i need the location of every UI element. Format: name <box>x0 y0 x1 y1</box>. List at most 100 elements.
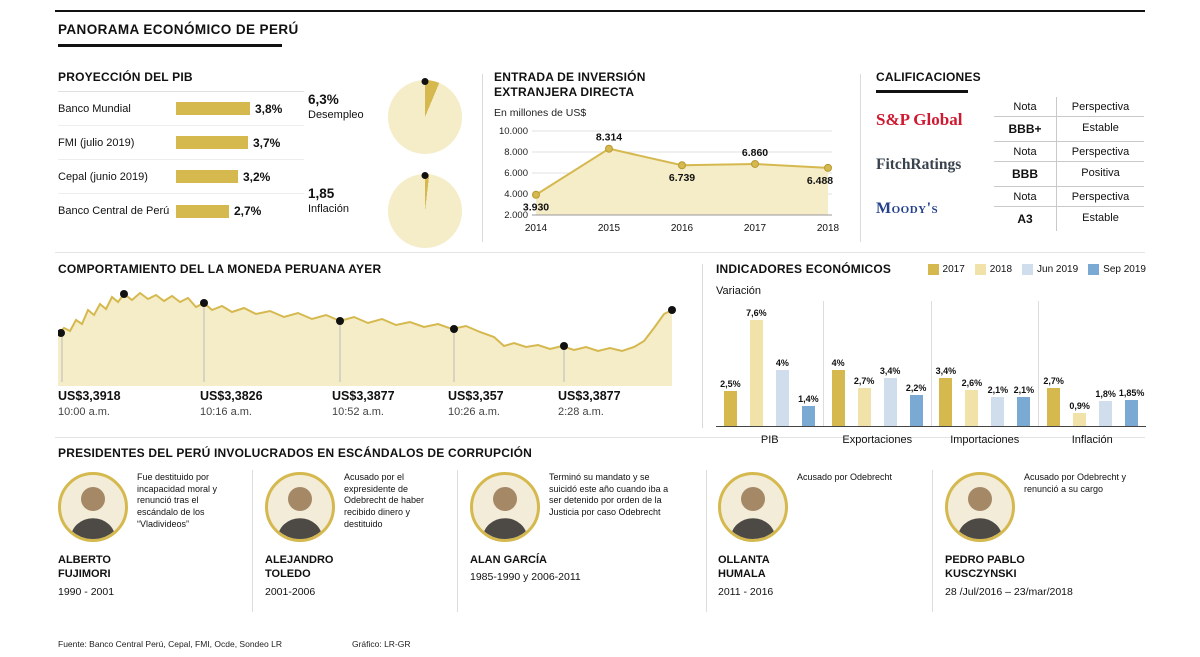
divider-vertical <box>457 470 458 612</box>
bar-wrap: 4% <box>827 358 849 426</box>
currency-value: US$3,357 <box>448 389 504 403</box>
footer: Fuente: Banco Central Perú, Cepal, FMI, … <box>58 639 411 649</box>
currency-time: 10:00 a.m. <box>58 406 110 418</box>
fdi-subtitle: En millones de US$ <box>494 107 587 119</box>
pib-bar <box>176 170 238 183</box>
bar-value-label: 2,2% <box>905 383 927 393</box>
rating-grid: Nota Perspectiva BBB Positiva <box>994 142 1146 187</box>
president-photo <box>58 472 128 542</box>
president-photo <box>718 472 788 542</box>
title-underline <box>58 44 282 47</box>
bar <box>1073 413 1087 426</box>
legend-label: 2017 <box>942 263 965 275</box>
bar <box>965 390 979 426</box>
fdi-point-label: 8.314 <box>596 132 622 144</box>
divider-horizontal <box>55 437 1145 438</box>
president-card: Fue destituido por incapacidad moral y r… <box>58 472 243 598</box>
bar-wrap: 2,1% <box>1013 385 1035 426</box>
currency-time: 2:28 a.m. <box>558 406 604 418</box>
rating-grid: Nota Perspectiva A3 Estable <box>994 187 1146 231</box>
president-row: Acusado por Odebrecht <box>718 472 918 542</box>
legend-item: Jun 2019 <box>1022 263 1078 275</box>
pib-bar <box>176 136 248 149</box>
legend-label: 2018 <box>989 263 1013 275</box>
ratings-title: CALIFICACIONES <box>876 70 981 84</box>
person-icon <box>730 487 776 539</box>
bar <box>857 388 871 426</box>
pie-marker-dot <box>421 172 429 179</box>
fdi-section: ENTRADA DE INVERSIÓN EXTRANJERA DIRECTA … <box>494 70 854 237</box>
currency-time: 10:16 a.m. <box>200 406 252 418</box>
bar-wrap: 3,4% <box>879 366 901 426</box>
inflation-gauge: 1,85 Inflación <box>308 172 470 248</box>
president-name: ALBERTO FUJIMORI <box>58 554 111 581</box>
pib-value: 3,2% <box>243 169 271 184</box>
divider-vertical <box>482 74 483 242</box>
bar-value-label: 3,4% <box>935 366 957 376</box>
president-period: 2011 - 2016 <box>718 585 774 598</box>
bar <box>909 395 923 426</box>
perspectiva-value: Estable <box>1056 207 1144 231</box>
pib-source-label: Banco Central de Perú <box>58 205 170 217</box>
graphic-credit: Gráfico: LR-GR <box>351 639 411 649</box>
bar <box>1047 388 1061 426</box>
ratings-table: S&P Global Nota Perspectiva BBB+ Estable… <box>876 97 1146 231</box>
currency-value: US$3,3826 <box>200 389 263 403</box>
perspectiva-header: Perspectiva <box>1056 187 1144 207</box>
fdi-title-line2: EXTRANJERA DIRECTA <box>494 85 635 99</box>
currency-label: US$3,3918 10:00 a.m. <box>58 389 121 418</box>
person-icon <box>482 487 528 539</box>
fdi-point <box>751 159 759 168</box>
currency-point-dot <box>668 306 676 314</box>
president-card: Terminó su mandato y se suicidó este año… <box>470 472 698 583</box>
y-tick-label: 6.000 <box>504 168 528 179</box>
fdi-point <box>605 144 613 153</box>
presidents-title: PRESIDENTES DEL PERÚ INVOLUCRADOS EN ESC… <box>58 446 533 460</box>
fdi-year-label: 2018 <box>817 223 840 234</box>
legend-swatch <box>1088 263 1100 275</box>
president-card: Acusado por Odebrecht y renunció a su ca… <box>945 472 1146 598</box>
bar <box>1017 397 1031 426</box>
category-label: Exportaciones <box>842 434 913 446</box>
unemployment-pie <box>388 78 462 154</box>
y-tick-label: 10.000 <box>499 126 528 137</box>
currency-area <box>58 293 672 386</box>
gauge-label: Desempleo <box>308 109 364 121</box>
bar-value-label: 4% <box>775 358 789 368</box>
category-label: Importaciones <box>950 434 1020 446</box>
bar-wrap: 2,6% <box>961 378 983 426</box>
fdi-point-label: 6.739 <box>669 172 695 184</box>
bar-wrap: 4% <box>771 358 793 426</box>
indicators-legend: 2017 2018 Jun 2019 Sep 2019 <box>927 263 1146 275</box>
perspectiva-header: Perspectiva <box>1056 142 1144 162</box>
pib-value: 3,7% <box>253 135 281 150</box>
legend-item: 2017 <box>927 263 965 275</box>
president-note: Fue destituido por incapacidad moral y r… <box>137 472 218 529</box>
president-note: Acusado por Odebrecht y renunció a su ca… <box>1024 472 1127 494</box>
president-row: Acusado por Odebrecht y renunció a su ca… <box>945 472 1146 542</box>
variation-label: Variación <box>716 285 762 297</box>
nota-value: A3 <box>1017 212 1033 226</box>
bar-group-inflacion: 2,7% 0,9% 1,8% 1,85% <box>1039 301 1146 426</box>
fdi-title: ENTRADA DE INVERSIÓN EXTRANJERA DIRECTA <box>494 70 854 100</box>
pib-source-label: FMI (julio 2019) <box>58 136 135 149</box>
bar <box>831 370 845 426</box>
perspectiva-value: Estable <box>1056 117 1144 142</box>
indicators-section: INDICADORES ECONÓMICOS 2017 2018 Jun 201… <box>716 262 1146 446</box>
pib-row: FMI (julio 2019) 3,7% <box>58 126 304 160</box>
bar-wrap: 1,4% <box>797 394 819 426</box>
bar <box>991 397 1005 426</box>
pib-projection-title: PROYECCIÓN DEL PIB <box>58 70 304 92</box>
fdi-point-label: 3.930 <box>523 202 549 214</box>
page-title: PANORAMA ECONÓMICO DE PERÚ <box>58 22 299 37</box>
nota-value: BBB <box>994 162 1056 187</box>
legend-swatch <box>927 263 939 275</box>
currency-point-dot <box>120 290 128 298</box>
bar <box>939 378 953 426</box>
president-name: ALAN GARCÍA <box>470 554 547 566</box>
sp-global-logo: S&P Global <box>876 109 963 129</box>
president-card: Acusado por Odebrecht OLLANTA HUMALA 201… <box>718 472 918 598</box>
moodys-logo: Moody's <box>876 200 939 217</box>
currency-time: 10:26 a.m. <box>448 406 500 418</box>
legend-item: 2018 <box>974 263 1013 275</box>
